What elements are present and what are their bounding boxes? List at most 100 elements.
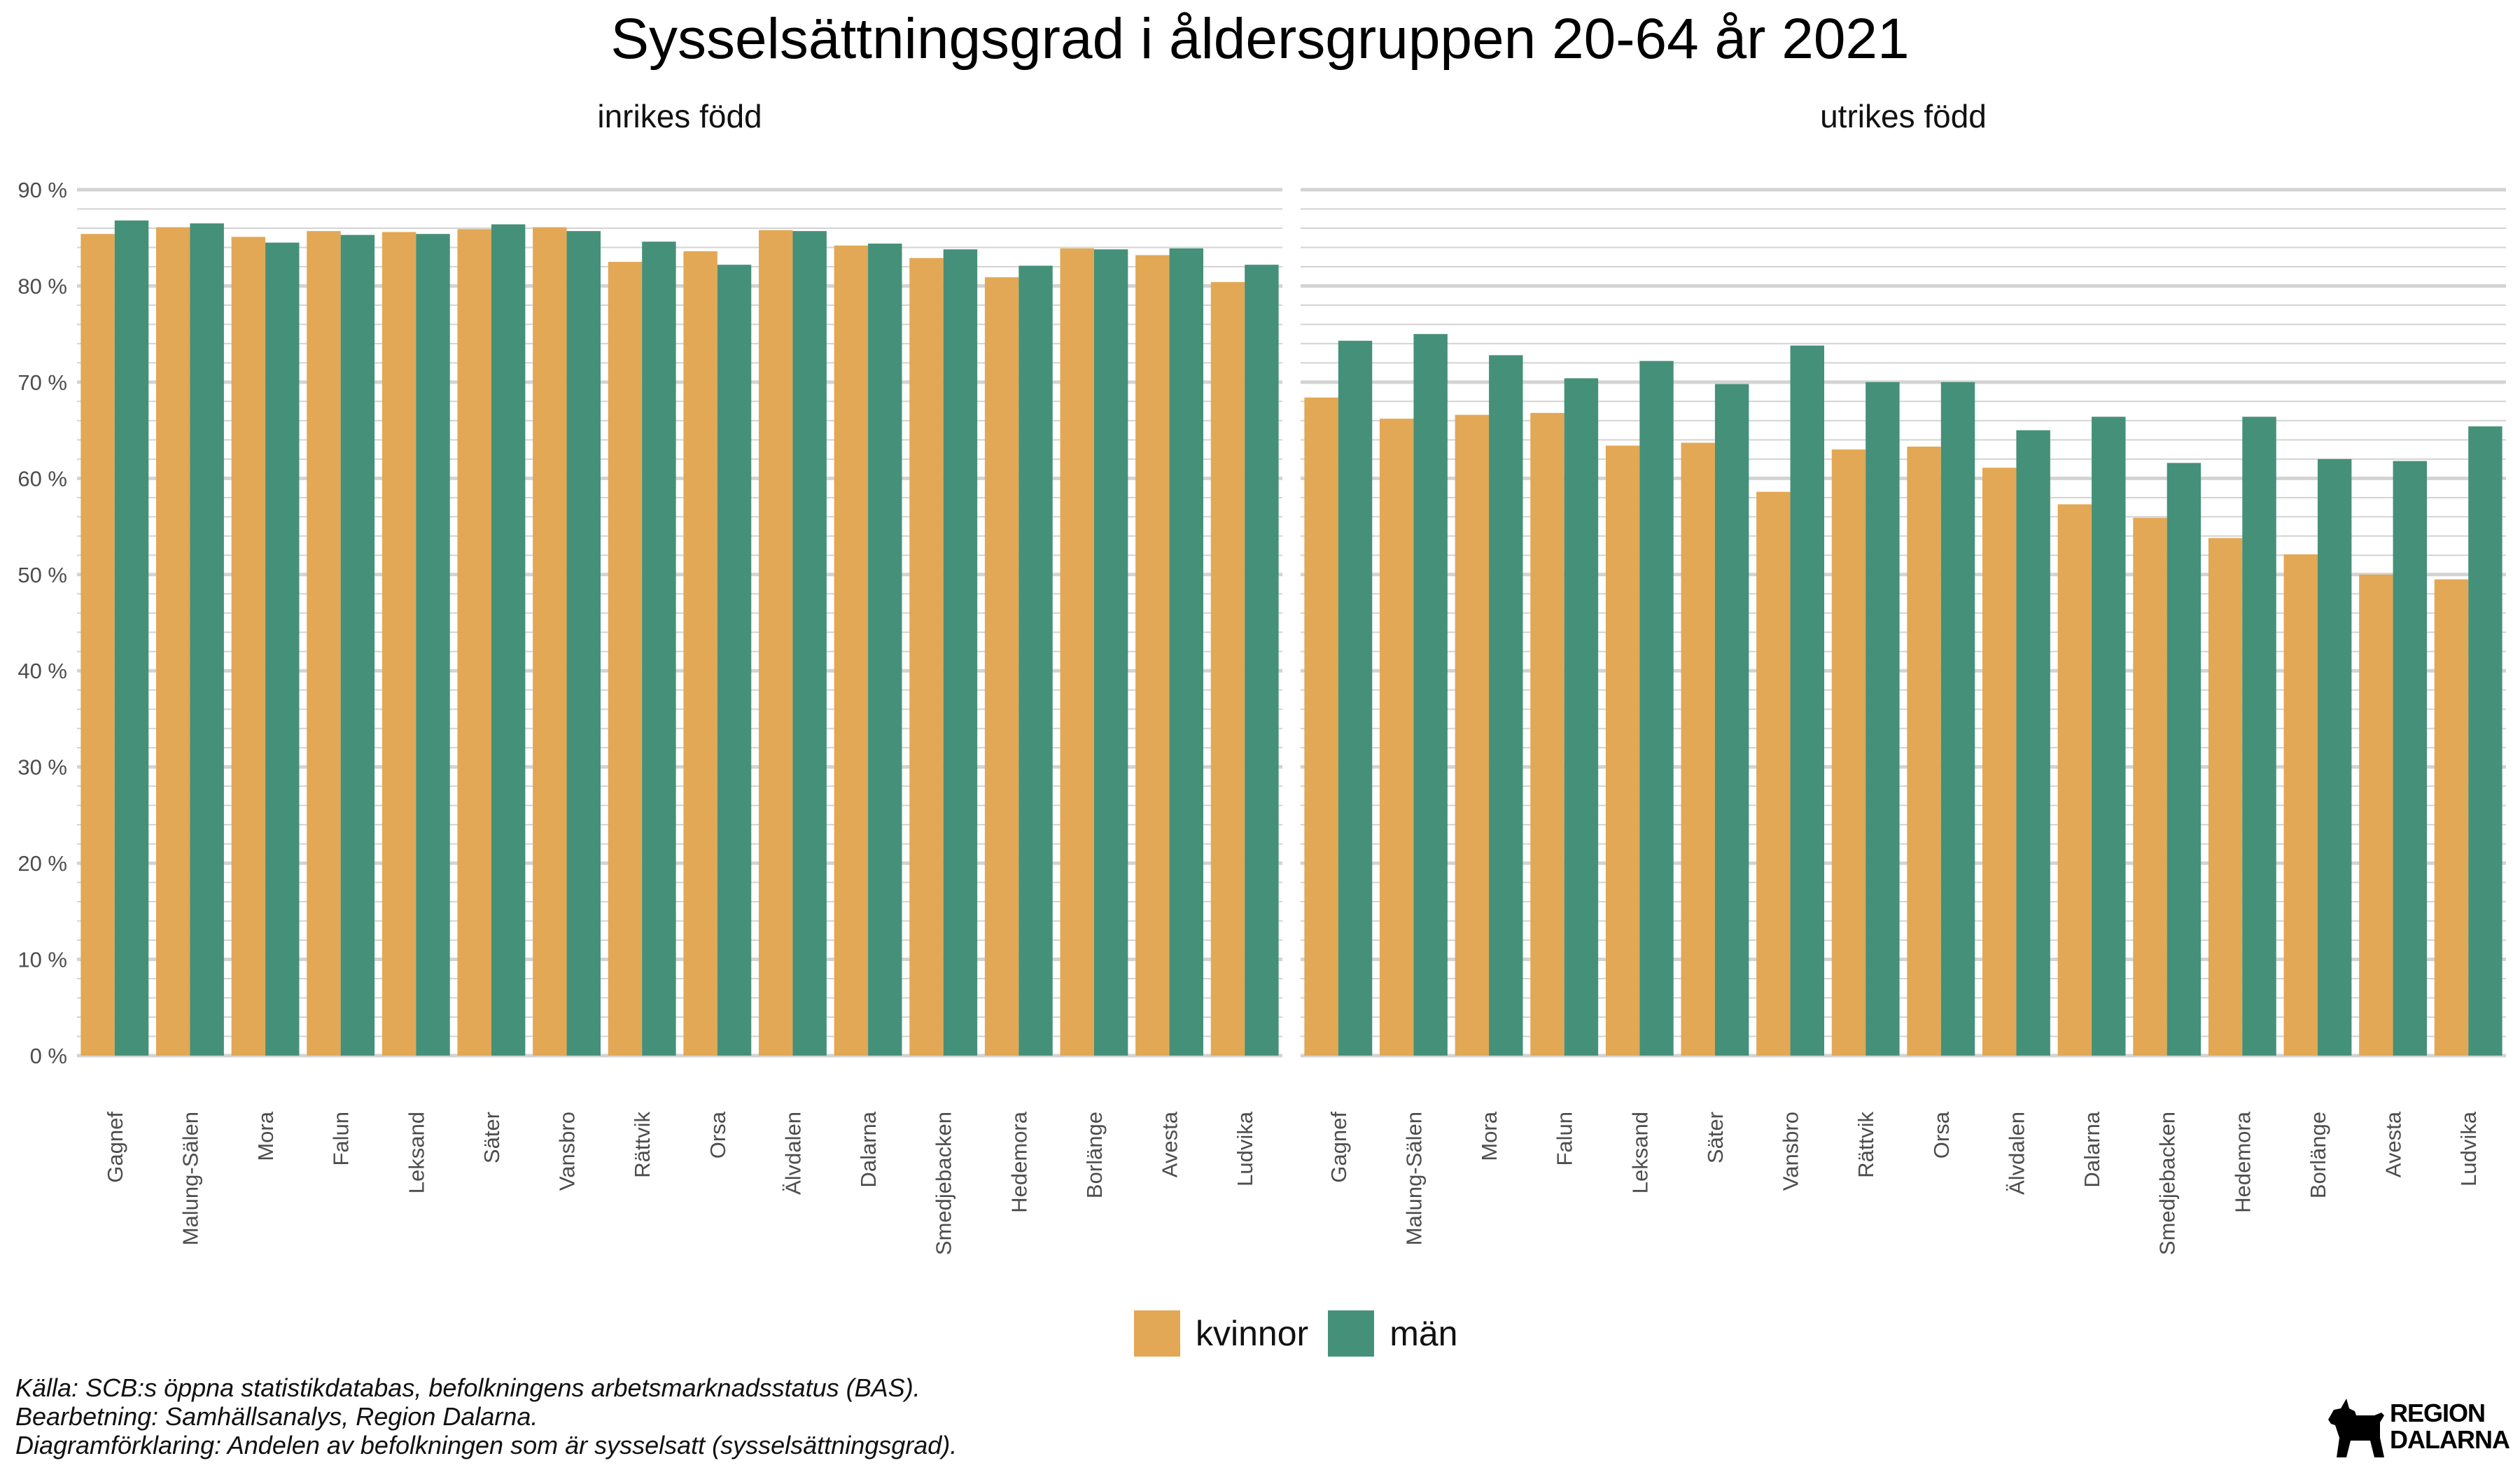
bar-man-falun	[340, 234, 375, 1056]
legend-label-man: män	[1390, 1314, 1458, 1353]
bar-man-gagnef	[114, 220, 149, 1056]
dala-horse-icon	[2328, 1399, 2384, 1457]
x-tick-label: Säter	[1703, 1112, 1728, 1163]
panel-title-1: utrikes född	[1820, 98, 1987, 134]
x-tick-label: Smedjebacken	[2155, 1112, 2180, 1255]
bar-kvinnor-orsa	[1907, 446, 1941, 1056]
bar-man-smedjebacken	[2166, 463, 2202, 1056]
bar-man-r-ttvik	[1865, 382, 1900, 1056]
bar-kvinnor-mora	[1455, 414, 1490, 1056]
bar-man-borl-nge	[2317, 458, 2352, 1056]
bar-kvinnor-malung-s-len	[156, 227, 190, 1056]
bar-man-hedemora	[1018, 265, 1053, 1056]
x-tick-label: Ludvika	[1233, 1111, 1257, 1186]
bar-man-ludvika	[1245, 265, 1279, 1056]
y-tick-label: 20 %	[18, 851, 67, 876]
legend-item-man: män	[1328, 1310, 1457, 1357]
x-tick-label: Smedjebacken	[932, 1112, 956, 1255]
legend-label-kvinnor: kvinnor	[1196, 1314, 1309, 1353]
bar-man-hedemora	[2242, 416, 2276, 1056]
bar-kvinnor-vansbro	[533, 227, 567, 1056]
bar-man--lvdalen	[792, 231, 827, 1056]
bar-kvinnor--lvdalen	[1982, 468, 2017, 1056]
bar-kvinnor-malung-s-len	[1380, 419, 1414, 1056]
x-tick-label: Mora	[1477, 1111, 1502, 1161]
x-tick-label: Malung-Sälen	[1401, 1112, 1426, 1245]
bar-kvinnor-vansbro	[1756, 491, 1791, 1056]
bar-man-avesta	[2393, 461, 2427, 1056]
bar-man-gagnef	[1338, 340, 1373, 1056]
x-tick-label: Ludvika	[2456, 1111, 2481, 1186]
bar-man-avesta	[1169, 248, 1203, 1056]
bar-man-orsa	[717, 265, 752, 1056]
panel-title-0: inrikes född	[597, 98, 762, 134]
x-tick-label: Borlänge	[1082, 1112, 1107, 1198]
x-tick-label: Falun	[329, 1112, 354, 1166]
x-tick-label: Vansbro	[1779, 1112, 1803, 1191]
chart-title: Sysselsättningsgrad i åldersgruppen 20-6…	[610, 7, 1910, 71]
bar-kvinnor-leksand	[382, 232, 416, 1056]
x-tick-label: Falun	[1553, 1112, 1577, 1166]
bar-man-malung-s-len	[190, 223, 224, 1056]
logo-line-2: DALARNA	[2390, 1425, 2510, 1454]
x-tick-label: Borlänge	[2306, 1112, 2330, 1198]
y-tick-label: 40 %	[18, 659, 67, 683]
bar-kvinnor-avesta	[2359, 574, 2393, 1056]
bar-kvinnor-avesta	[1135, 255, 1170, 1056]
x-tick-label: Leksand	[1628, 1112, 1652, 1194]
bar-kvinnor-falun	[307, 231, 341, 1056]
bar-kvinnor-hedemora	[2208, 538, 2243, 1056]
x-tick-label: Dalarna	[856, 1111, 881, 1187]
bar-kvinnor-ludvika	[2434, 579, 2469, 1056]
x-tick-label: Dalarna	[2080, 1111, 2104, 1187]
legend-swatch-kvinnor	[1134, 1310, 1180, 1357]
legend: kvinnor män	[1134, 1310, 1477, 1357]
bar-man-s-ter	[1714, 384, 1749, 1056]
bar-man-falun	[1564, 378, 1599, 1056]
bar-man-borl-nge	[1093, 249, 1128, 1056]
y-tick-label: 70 %	[18, 370, 67, 395]
bar-kvinnor-r-ttvik	[1831, 449, 1866, 1056]
x-tick-label: Leksand	[404, 1112, 428, 1194]
x-tick-label: Malung-Sälen	[178, 1112, 202, 1245]
x-tick-label: Vansbro	[555, 1112, 580, 1191]
bar-kvinnor--lvdalen	[759, 230, 793, 1056]
bar-kvinnor-leksand	[1605, 445, 1640, 1056]
bar-kvinnor-s-ter	[1681, 442, 1715, 1056]
bar-kvinnor-hedemora	[984, 277, 1019, 1056]
bar-man-mora	[1489, 355, 1523, 1056]
y-tick-label: 50 %	[18, 563, 67, 587]
x-tick-label: Rättvik	[630, 1112, 654, 1178]
x-tick-label: Gagnef	[103, 1112, 127, 1183]
y-tick-label: 90 %	[18, 178, 67, 202]
y-tick-label: 0 %	[30, 1044, 67, 1068]
region-dalarna-logo: REGION DALARNA	[2325, 1393, 2510, 1460]
x-tick-label: Orsa	[1929, 1111, 1954, 1158]
x-tick-label: Orsa	[706, 1111, 730, 1158]
x-tick-label: Rättvik	[1854, 1112, 1878, 1178]
bar-man-leksand	[1639, 360, 1674, 1056]
bar-man-smedjebacken	[943, 249, 978, 1056]
bar-kvinnor-gagnef	[80, 234, 115, 1056]
logo-line-1: REGION	[2390, 1399, 2486, 1427]
bar-kvinnor-smedjebacken	[909, 258, 944, 1056]
bar-kvinnor-falun	[1530, 412, 1564, 1056]
x-tick-label: Älvdalen	[2004, 1112, 2029, 1195]
bar-man-vansbro	[1790, 345, 1824, 1056]
bar-kvinnor-mora	[231, 237, 266, 1056]
bar-man--lvdalen	[2016, 430, 2050, 1056]
bar-man-orsa	[1940, 382, 1975, 1056]
bar-kvinnor-gagnef	[1304, 397, 1338, 1056]
bar-man-s-ter	[491, 224, 526, 1056]
bar-man-dalarna	[868, 243, 902, 1056]
bar-kvinnor-smedjebacken	[2133, 517, 2167, 1056]
x-tick-label: Avesta	[1158, 1111, 1182, 1177]
y-tick-label: 10 %	[18, 948, 67, 972]
caption-processing: Bearbetning: Samhällsanalys, Region Dala…	[15, 1402, 538, 1431]
bar-kvinnor-dalarna	[2057, 504, 2092, 1056]
bar-kvinnor-borl-nge	[1060, 248, 1094, 1056]
x-tick-label: Avesta	[2381, 1111, 2406, 1177]
bar-man-ludvika	[2468, 426, 2502, 1056]
legend-swatch-man	[1328, 1310, 1375, 1357]
